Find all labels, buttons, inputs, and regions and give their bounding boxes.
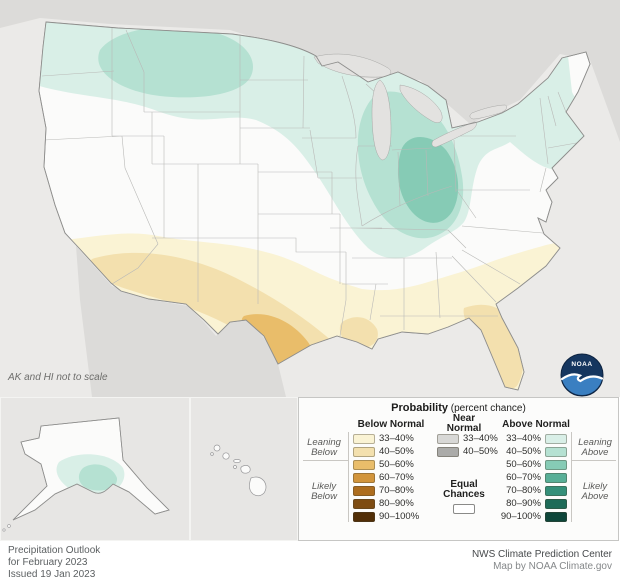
near-swatch-40-50 — [437, 447, 459, 457]
molokai-island — [233, 459, 241, 463]
leaning-likely-below-divider — [303, 460, 348, 461]
aleutian-islands — [2, 524, 11, 532]
below-label-50-60: 50–60% — [379, 459, 414, 470]
leaning-likely-above-divider — [572, 460, 616, 461]
lake-huron-shape — [399, 84, 443, 123]
near-normal-header-line1: Near — [452, 413, 476, 424]
footer-right: NWS Climate Prediction Center Map by NOA… — [472, 549, 612, 573]
hawaii-islands — [210, 444, 267, 497]
noaa-logo-text: NOAA — [571, 361, 592, 368]
above-normal-40-50-region-northwest — [98, 26, 253, 98]
equal-chances-swatch — [453, 504, 475, 514]
below-swatch-70-80 — [353, 486, 375, 496]
below-label-33-40: 33–40% — [379, 433, 414, 444]
equal-chances-label-line2: Chances — [443, 489, 485, 500]
maui-island — [240, 464, 251, 474]
below-swatch-50-60 — [353, 460, 375, 470]
lake-erie-shape — [431, 121, 477, 148]
below-label-60-70: 60–70% — [379, 472, 414, 483]
mexico-landmass — [76, 246, 286, 397]
above-group-divider — [571, 432, 572, 522]
lanai-island — [233, 465, 237, 469]
conus-map-svg — [0, 0, 620, 397]
legend-panel: Probability (percent chance) Below Norma… — [298, 397, 619, 541]
footer-source: NWS Climate Prediction Center — [471, 549, 612, 560]
oahu-island — [222, 452, 230, 460]
above-swatch-50-60 — [545, 460, 567, 470]
below-swatch-33-40 — [353, 434, 375, 444]
leaning-above-label: Leaning Above — [578, 437, 612, 458]
below-swatch-90-100 — [353, 512, 375, 522]
alaska-inset-svg — [2, 417, 170, 532]
legend-title: Probability (percent chance) — [299, 402, 618, 414]
below-swatch-80-90 — [353, 499, 375, 509]
below-label-40-50: 40–50% — [379, 446, 414, 457]
conus-map-area: AK and HI not to scale NOAA — [0, 0, 620, 397]
above-normal-50-60-region — [397, 136, 459, 223]
lake-ontario-shape — [469, 104, 508, 120]
above-label-40-50: 40–50% — [506, 446, 541, 457]
noaa-logo-lower-field — [562, 375, 602, 395]
likely-below-label: Likely Below — [311, 481, 337, 502]
above-swatch-60-70 — [545, 473, 567, 483]
near-label-33-40: 33–40% — [463, 433, 498, 444]
above-swatch-80-90 — [545, 499, 567, 509]
equal-chances-label-line1: Equal — [450, 479, 478, 490]
hawaii-inset-svg — [210, 444, 267, 497]
above-label-60-70: 60–70% — [506, 472, 541, 483]
hawaii-big-island — [249, 476, 267, 497]
niihau-island — [210, 452, 214, 456]
above-swatch-40-50 — [545, 447, 567, 457]
footer-product-title: Precipitation Outlook — [8, 545, 101, 556]
above-label-50-60: 50–60% — [506, 459, 541, 470]
footer: Precipitation Outlook for February 2023 … — [0, 541, 620, 585]
below-label-80-90: 80–90% — [379, 498, 414, 509]
canada-landmass — [0, 0, 620, 142]
below-swatch-40-50 — [353, 447, 375, 457]
us-outline — [38, 21, 591, 391]
near-normal-header-line2: Normal — [446, 423, 482, 434]
legend-title-rest: (percent chance) — [448, 403, 526, 414]
below-label-90-100: 90–100% — [379, 511, 420, 522]
state-borders — [41, 28, 583, 337]
noaa-logo: NOAA — [560, 353, 604, 397]
below-group-divider — [348, 432, 349, 522]
near-label-40-50: 40–50% — [463, 446, 498, 457]
above-label-90-100: 90–100% — [500, 511, 541, 522]
footer-issued-date: Issued 19 Jan 2023 — [8, 569, 96, 580]
alaska-above-normal-40-50-region — [78, 464, 118, 491]
footer-product-period: for February 2023 — [8, 557, 88, 568]
below-normal-header: Below Normal — [357, 419, 425, 430]
above-label-70-80: 70–80% — [506, 485, 541, 496]
above-swatch-90-100 — [545, 512, 567, 522]
alaska-outline — [12, 417, 170, 521]
above-label-33-40: 33–40% — [506, 433, 541, 444]
noaa-seagull-icon — [560, 373, 604, 383]
above-swatch-70-80 — [545, 486, 567, 496]
scale-note: AK and HI not to scale — [8, 372, 108, 383]
likely-above-label: Likely Above — [581, 481, 609, 502]
alaska-inset — [0, 397, 190, 541]
above-label-80-90: 80–90% — [506, 498, 541, 509]
legend-title-bold: Probability — [391, 402, 448, 414]
footer-left: Precipitation Outlook for February 2023 … — [8, 545, 100, 581]
above-normal-header: Above Normal — [502, 419, 570, 430]
leaning-below-label: Leaning Below — [307, 437, 341, 458]
hawaii-inset — [190, 397, 298, 541]
below-swatch-60-70 — [353, 473, 375, 483]
below-label-70-80: 70–80% — [379, 485, 414, 496]
near-swatch-33-40 — [437, 434, 459, 444]
kauai-island — [213, 444, 221, 452]
lake-michigan-shape — [371, 79, 392, 161]
above-swatch-33-40 — [545, 434, 567, 444]
footer-credit: Map by NOAA Climate.gov — [493, 561, 612, 572]
noaa-logo-svg: NOAA — [560, 353, 604, 397]
